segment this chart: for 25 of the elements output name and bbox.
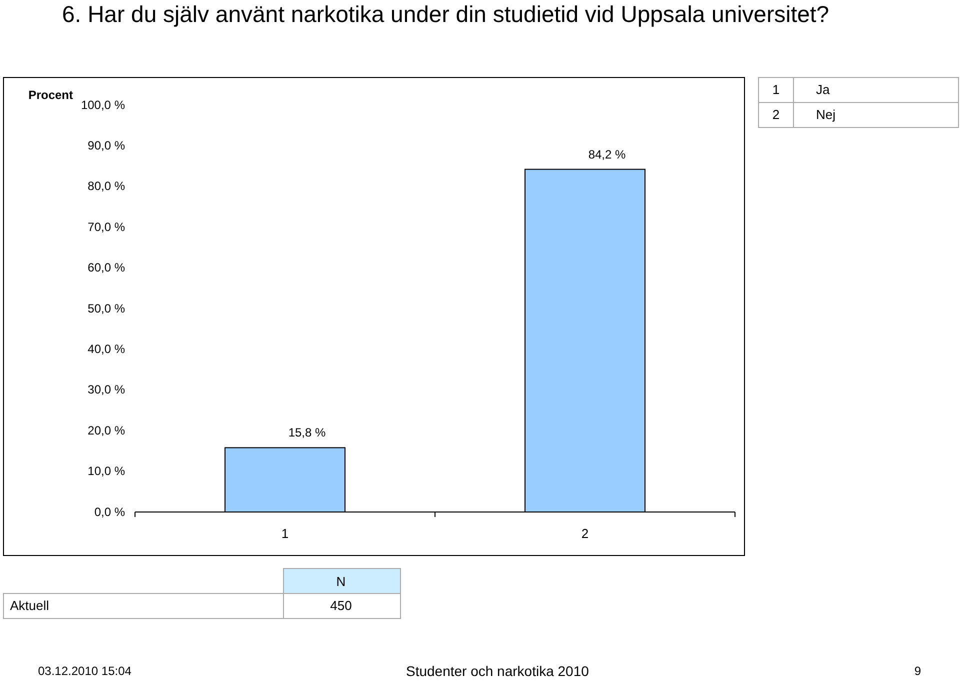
data-label: 84,2 %	[588, 147, 626, 162]
y-tick-label: 100,0 %	[80, 98, 126, 112]
text: Nej	[816, 107, 836, 122]
y-tick-label: 10,0 %	[88, 464, 126, 478]
y-tick-label: 20,0 %	[88, 423, 126, 438]
text: Aktuell	[10, 598, 50, 613]
text: N	[336, 574, 346, 589]
y-tick-label: 60,0 %	[88, 260, 126, 275]
text: 2	[772, 107, 780, 122]
y-tick-label: 30,0 %	[88, 382, 126, 397]
text: 450	[330, 598, 352, 613]
y-tick-label: 70,0 %	[88, 220, 126, 234]
y-axis-title: Procent	[28, 88, 73, 102]
text: 1	[772, 82, 780, 97]
chart-title: 6. Har du själv använt narkotika under din studietid vid Uppsala universitet?	[62, 1, 830, 27]
text: 03.12.2010 15:04	[38, 664, 132, 678]
data-label: 15,8 %	[288, 426, 326, 440]
y-tick-label: 80,0 %	[88, 179, 126, 194]
text: 9	[914, 664, 922, 678]
y-tick-label: 90,0 %	[88, 138, 126, 153]
y-tick-label: 50,0 %	[88, 301, 126, 316]
y-tick-label: 40,0 %	[88, 342, 126, 356]
text: Ja	[816, 82, 830, 97]
y-tick-label: 0,0 %	[94, 504, 126, 519]
text: Studenter och narkotika 2010	[406, 663, 590, 679]
